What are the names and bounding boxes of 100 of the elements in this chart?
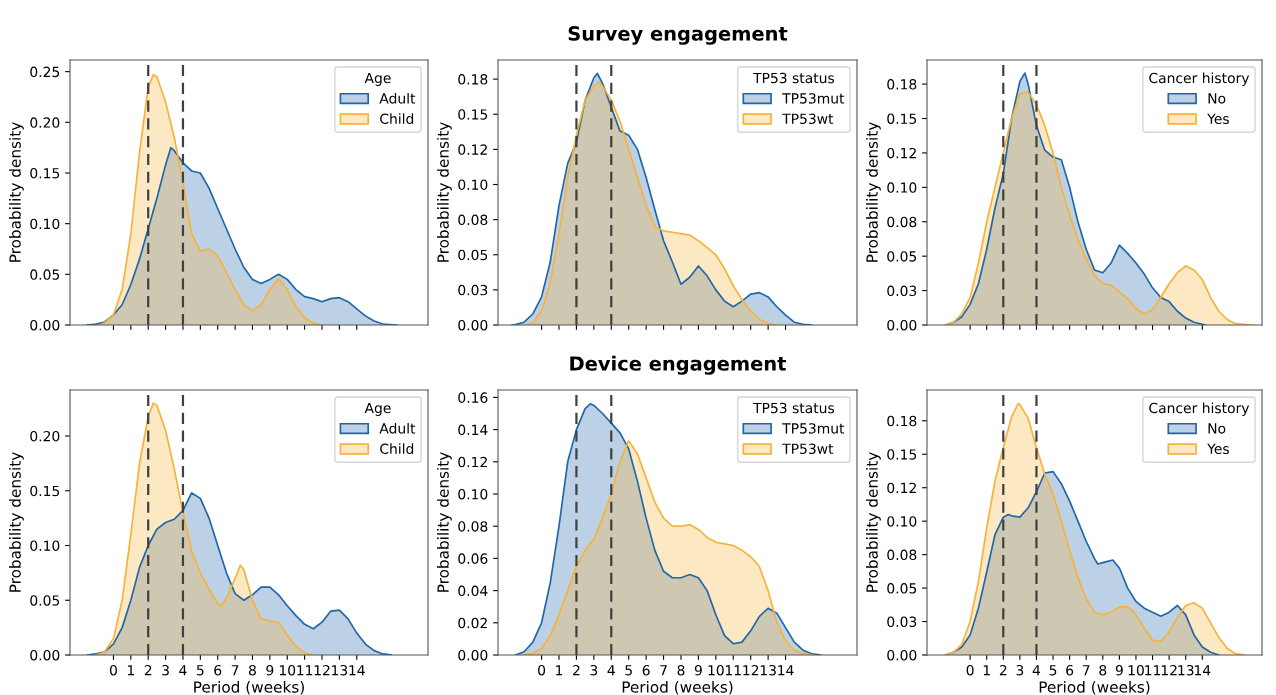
x-tick-label: 14 [778,665,794,676]
y-tick-label: 0.10 [887,182,917,193]
y-tick-label: 0.05 [887,251,917,262]
y-tick-label: 0.10 [30,218,60,230]
y-tick-label: 0.18 [458,74,488,85]
x-tick-label: 0 [966,664,974,676]
legend-title: TP53 status [753,72,835,84]
y-tick-label: 0.15 [887,449,917,460]
y-tick-label: 0.25 [30,66,60,78]
chart-title: Device engagement [570,355,787,375]
y-tick-label: 0.05 [30,269,60,280]
y-axis-title: Probability density [437,122,452,262]
x-tick-label: 5 [196,665,204,676]
legend-title: Age [364,72,391,86]
legend-label: Adult [379,422,416,434]
x-tick-label: 9 [266,664,274,676]
legend-title: Age [364,402,391,416]
x-tick-label: 13 [332,664,348,676]
x-tick-label: 0 [538,664,546,676]
legend-title: Cancer history [1149,402,1250,416]
y-tick-label: 0.00 [458,319,488,331]
y-tick-label: 0.15 [30,485,60,497]
x-tick-label: 11 [725,665,741,676]
y-tick-label: 0.05 [30,595,60,606]
legend-label: No [1208,93,1226,104]
x-tick-label: 1 [127,665,134,676]
y-tick-label: 0.08 [458,214,488,226]
y-axis-title: Probability density [9,452,24,592]
legend-label: TP53wt [782,113,834,125]
y-tick-label: 0.18 [887,415,917,427]
x-tick-label: 8 [249,664,256,676]
y-tick-label: 0.12 [887,147,916,159]
x-tick-label: 4 [179,665,187,676]
x-axis-title: Period (weeks) [1039,680,1150,695]
x-tick-label: 6 [214,664,222,676]
y-tick-label: 0.05 [887,583,917,594]
legend-label: No [1208,423,1226,434]
chart-title: Survey engagement [568,26,788,45]
y-tick-label: 0.02 [458,617,487,629]
y-axis-title: Probability density [866,122,881,262]
y-tick-label: 0.12 [458,456,487,468]
y-tick-label: 0.00 [30,649,60,661]
y-tick-label: 0.18 [887,79,917,90]
y-tick-label: 0.10 [887,516,917,527]
y-tick-label: 0.00 [887,319,917,331]
y-tick-label: 0.15 [458,109,488,120]
y-tick-label: 0.03 [458,284,488,296]
y-tick-label: 0.15 [30,167,60,179]
y-tick-label: 0.04 [458,585,488,597]
y-tick-label: 0.10 [458,488,488,500]
y-tick-label: 0.00 [30,319,60,331]
y-tick-label: 0.08 [887,216,917,228]
x-tick-label: 1 [556,665,563,676]
x-tick-label: 5 [625,665,632,676]
x-tick-label: 6 [1066,664,1074,676]
x-tick-label: 12 [743,664,759,676]
x-tick-label: 7 [660,665,667,676]
x-tick-label: 9 [1115,664,1123,676]
x-tick-label: 14 [349,665,365,676]
x-tick-label: 5 [1049,665,1057,676]
x-axis-title: Period (weeks) [622,680,733,695]
x-tick-label: 4 [607,665,615,676]
legend-label: Child [380,113,414,125]
x-tick-label: 4 [1032,665,1041,676]
x-tick-label: 10 [279,664,296,676]
y-tick-label: 0.00 [887,649,917,661]
x-tick-label: 6 [642,664,650,676]
x-tick-label: 1 [983,665,990,676]
x-tick-label: 2 [144,664,152,676]
x-tick-label: 8 [1099,664,1107,676]
x-tick-label: 12 [314,664,330,676]
x-tick-label: 11 [297,665,313,676]
x-tick-label: 11 [1145,665,1161,676]
x-tick-label: 8 [677,664,685,676]
legend-title: Cancer history [1149,72,1250,86]
x-tick-label: 10 [708,664,724,676]
y-tick-label: 0.14 [458,424,488,436]
y-tick-label: 0.10 [458,179,488,190]
x-tick-label: 14 [1194,665,1211,676]
x-tick-label: 3 [162,664,169,676]
legend-label: Adult [379,92,416,104]
legend-title: TP53 status [753,402,835,414]
x-tick-label: 2 [999,664,1007,676]
legend-label: TP53mut [782,93,845,104]
x-tick-label: 10 [1128,664,1144,676]
y-tick-label: 0.06 [458,553,488,564]
y-tick-label: 0.12 [458,144,487,155]
x-tick-label: 7 [1082,665,1090,676]
y-tick-label: 0.00 [458,649,488,661]
y-tick-label: 0.20 [30,117,60,128]
x-tick-label: 2 [573,664,580,676]
y-axis-title: Probability density [9,122,24,262]
x-tick-label: 9 [694,664,702,676]
y-tick-label: 0.08 [887,549,917,561]
y-axis-title: Probability density [437,452,452,592]
x-tick-label: 0 [109,664,117,676]
x-axis-title: Period (weeks) [194,680,304,695]
y-tick-label: 0.08 [458,521,488,532]
y-tick-label: 0.16 [458,392,488,403]
y-tick-label: 0.12 [887,482,916,494]
